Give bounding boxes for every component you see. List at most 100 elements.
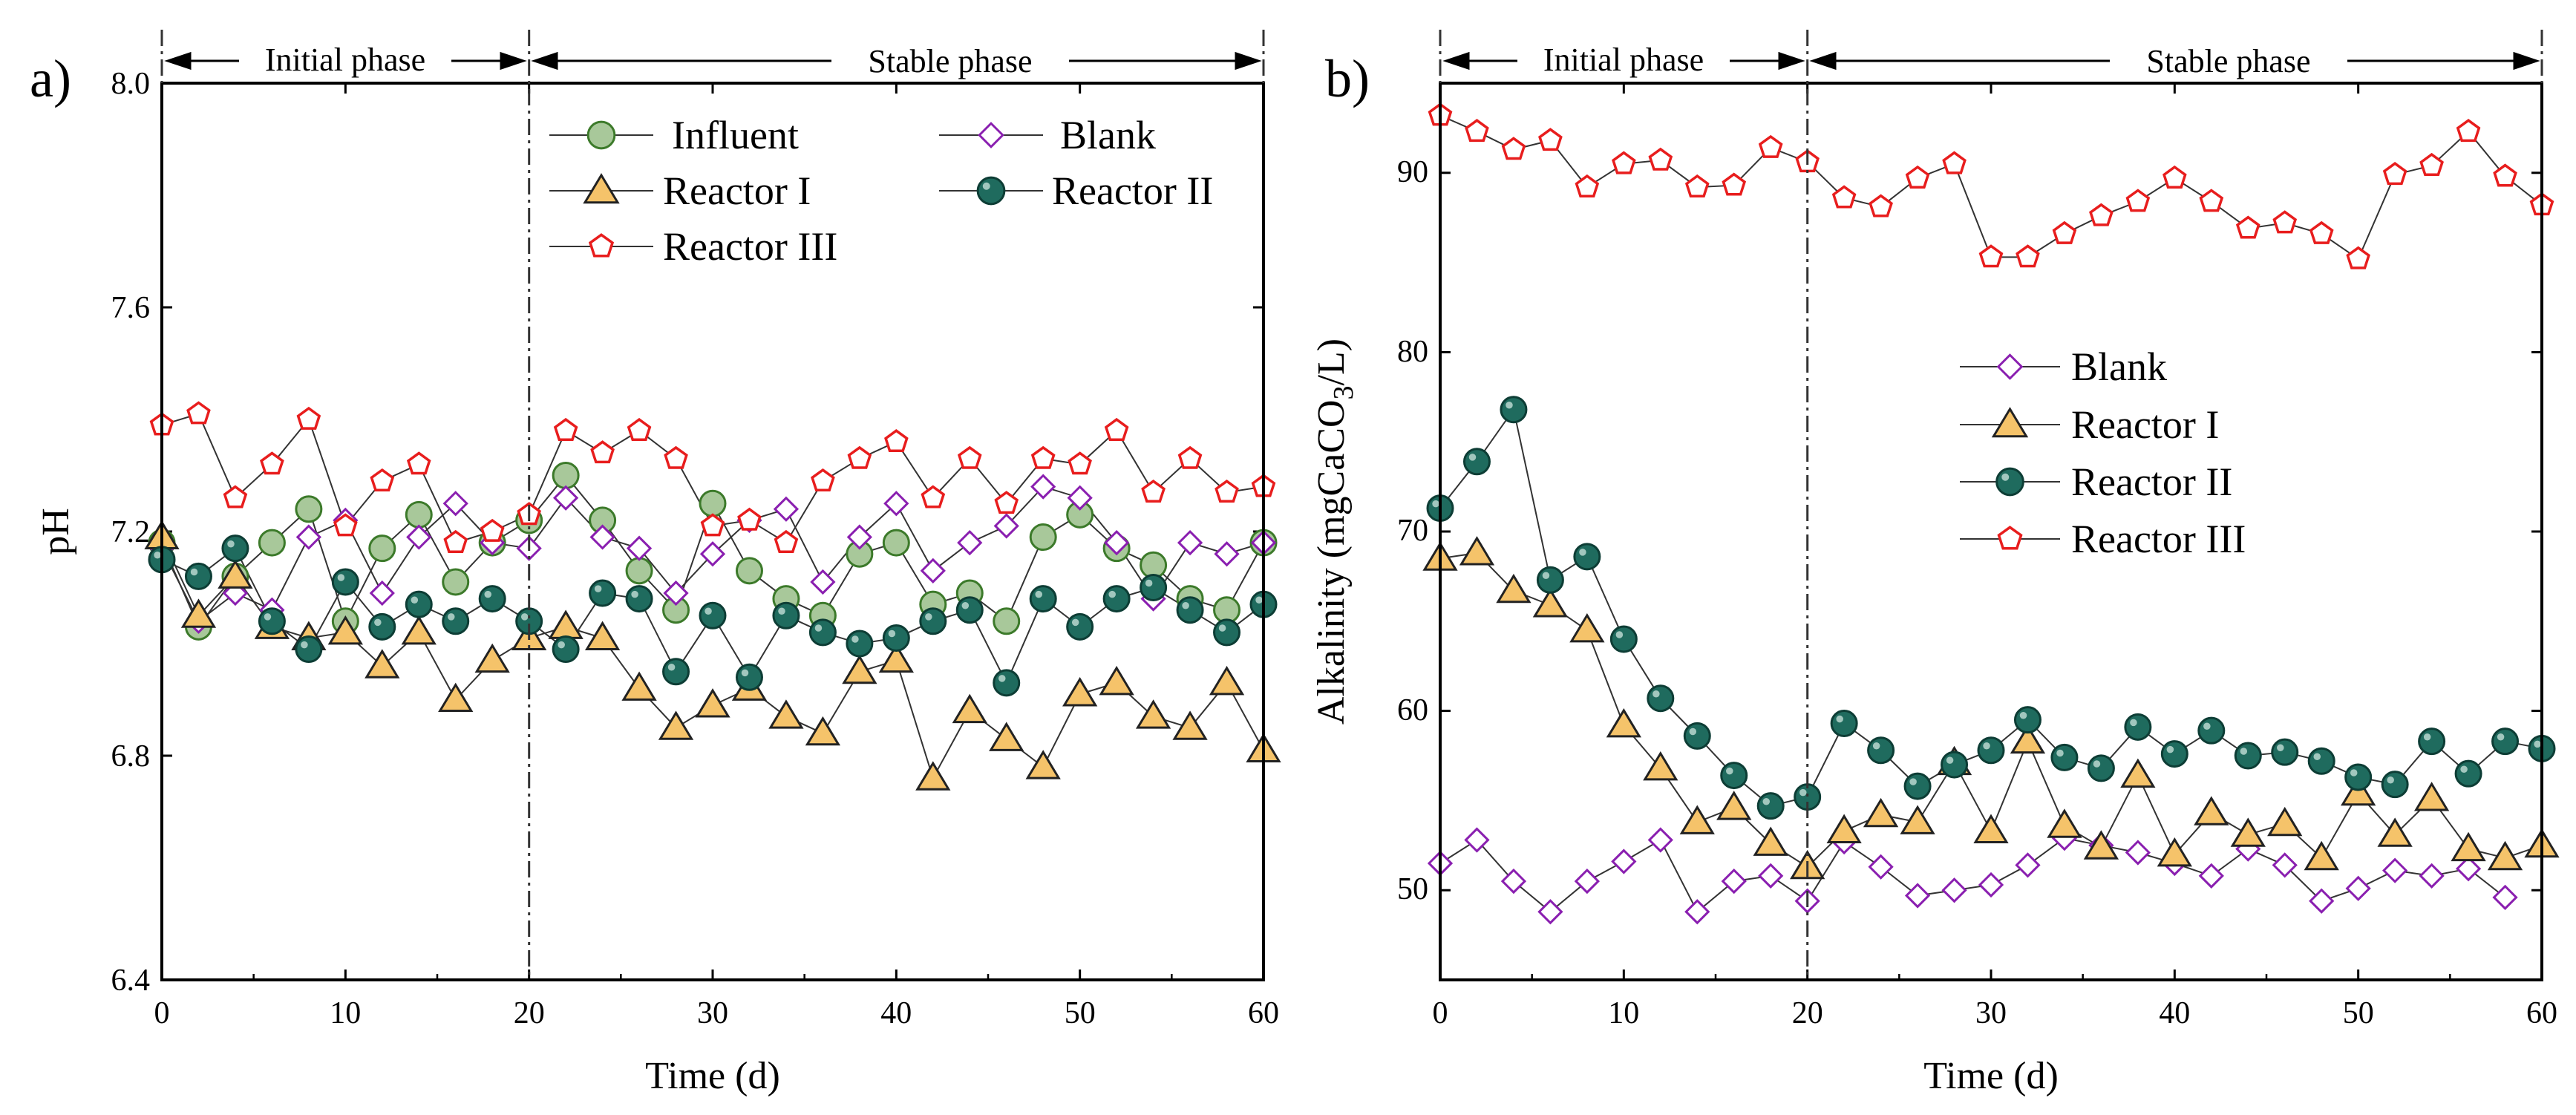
data-point-reactor2 bbox=[331, 568, 359, 596]
data-point-reactor3 bbox=[2382, 162, 2407, 186]
x-tick-label: 0 bbox=[1433, 996, 1448, 1030]
panel-a-stable-phase-arrow bbox=[531, 51, 1262, 71]
data-point-reactor2-highlight bbox=[2423, 733, 2431, 741]
data-point-blank bbox=[1500, 868, 1527, 895]
data-point-reactor2-highlight bbox=[814, 624, 823, 632]
legend-symbol-reactor-i-marker bbox=[1991, 407, 2029, 438]
data-point-reactor2-highlight bbox=[2019, 711, 2027, 719]
panel-a-frame bbox=[160, 82, 1265, 981]
x-tick-label: 60 bbox=[2526, 996, 2557, 1030]
data-point-blank bbox=[1684, 899, 1710, 925]
data-point-reactor2-highlight bbox=[484, 590, 492, 598]
data-point-influent bbox=[699, 489, 727, 517]
data-point-reactor3 bbox=[2235, 215, 2260, 239]
y-tick-label: 50 bbox=[1397, 872, 1428, 906]
data-point-reactor2-highlight bbox=[227, 540, 235, 548]
legend-label-blank: Blank bbox=[1060, 113, 1156, 157]
data-point-blank bbox=[1611, 848, 1637, 874]
data-point-influent bbox=[258, 529, 286, 557]
data-point-reactor3 bbox=[2199, 189, 2224, 212]
data-point-reactor2 bbox=[1066, 612, 1094, 641]
panel-b-y-ticks: 50 60 70 80 90 bbox=[1397, 155, 1428, 906]
data-point-reactor3 bbox=[2419, 152, 2444, 177]
x-tick-label: 20 bbox=[1792, 996, 1823, 1030]
data-point-reactor2 bbox=[2491, 727, 2520, 756]
data-point-reactor1 bbox=[2267, 806, 2303, 837]
x-tick-label: 40 bbox=[880, 996, 912, 1030]
series-line-reactor3 bbox=[1439, 114, 2543, 261]
data-point-reactor3 bbox=[296, 406, 321, 430]
data-point-reactor3 bbox=[1942, 151, 1967, 174]
panel-b-initial-phase-arrow bbox=[1442, 51, 1805, 71]
data-point-reactor3 bbox=[370, 468, 395, 491]
data-point-reactor2-highlight bbox=[2277, 744, 2284, 751]
data-point-reactor2 bbox=[2381, 771, 2409, 799]
legend-label-influent: Influent bbox=[672, 113, 799, 157]
data-point-reactor1 bbox=[1753, 826, 1788, 856]
data-point-reactor1 bbox=[401, 615, 437, 645]
data-point-reactor1 bbox=[1900, 805, 1935, 834]
data-point-blank bbox=[2455, 856, 2482, 882]
panel-a-y-ticks: 6.4 6.8 7.2 7.6 8.0 bbox=[111, 67, 151, 998]
data-point-blank bbox=[846, 524, 872, 550]
data-point-reactor3 bbox=[664, 445, 688, 469]
legend-symbol-blank-marker bbox=[978, 122, 1004, 148]
panel-a-initial-phase-label: Initial phase bbox=[265, 42, 425, 78]
legend-symbol-reactor-ii-marker bbox=[976, 176, 1006, 206]
data-point-reactor2-highlight bbox=[667, 664, 676, 671]
data-point-reactor3 bbox=[1177, 445, 1203, 469]
data-point-influent bbox=[735, 557, 763, 585]
data-point-blank bbox=[2309, 888, 2335, 914]
data-point-reactor3 bbox=[1684, 174, 1710, 198]
data-point-reactor2-highlight bbox=[1035, 590, 1043, 598]
data-point-reactor3 bbox=[553, 417, 578, 441]
data-point-reactor2-highlight bbox=[778, 607, 785, 615]
data-point-reactor3 bbox=[774, 529, 799, 553]
data-point-reactor3 bbox=[1905, 165, 1930, 189]
data-point-reactor2 bbox=[2050, 743, 2079, 771]
data-point-reactor1 bbox=[327, 615, 363, 645]
data-point-reactor2-highlight bbox=[337, 574, 345, 581]
data-point-reactor1 bbox=[1643, 751, 1678, 781]
data-point-reactor3 bbox=[627, 417, 652, 441]
data-point-influent bbox=[993, 607, 1021, 635]
data-point-blank bbox=[1537, 899, 1563, 925]
data-point-reactor3 bbox=[2089, 203, 2114, 226]
data-point-blank bbox=[553, 485, 579, 511]
data-point-reactor2 bbox=[368, 612, 396, 641]
data-point-reactor3 bbox=[1722, 172, 1747, 196]
data-point-reactor1 bbox=[1973, 814, 2009, 843]
data-point-reactor3 bbox=[1501, 137, 1526, 160]
data-point-reactor2-highlight bbox=[1762, 797, 1771, 805]
data-point-influent bbox=[405, 500, 433, 529]
data-point-reactor3 bbox=[223, 485, 248, 509]
data-point-reactor2-highlight bbox=[1071, 618, 1079, 627]
panel-a-label: a) bbox=[30, 49, 71, 108]
legend-symbol-reactor-i-marker bbox=[583, 173, 620, 204]
data-point-reactor3 bbox=[2125, 189, 2151, 212]
data-point-blank bbox=[2015, 852, 2041, 878]
data-point-reactor2 bbox=[1102, 585, 1131, 613]
data-point-reactor1 bbox=[1062, 677, 1098, 707]
data-point-reactor2-highlight bbox=[1946, 756, 1954, 764]
data-point-reactor3 bbox=[1648, 147, 1673, 171]
data-point-reactor2 bbox=[295, 635, 323, 664]
data-point-reactor2-highlight bbox=[1799, 788, 1807, 797]
data-point-reactor2 bbox=[955, 596, 984, 624]
data-point-reactor1 bbox=[2451, 831, 2486, 862]
panel-a-x-ticks: 0 10 20 30 40 50 60 bbox=[154, 996, 1280, 1030]
data-point-reactor1 bbox=[989, 722, 1024, 751]
data-point-reactor1 bbox=[1172, 710, 1208, 740]
data-point-reactor2 bbox=[1647, 684, 1675, 713]
data-point-reactor3 bbox=[2016, 244, 2040, 268]
data-point-reactor1 bbox=[1459, 536, 1495, 566]
data-point-reactor2-highlight bbox=[705, 607, 712, 615]
data-point-reactor2-highlight bbox=[631, 590, 638, 598]
data-point-reactor2-highlight bbox=[1542, 572, 1550, 580]
data-point-reactor2 bbox=[772, 601, 800, 630]
y-tick-label: 7.6 bbox=[111, 291, 151, 325]
data-point-blank bbox=[1214, 541, 1240, 567]
data-point-reactor2-highlight bbox=[2350, 769, 2358, 776]
data-point-reactor2-highlight bbox=[1653, 690, 1660, 698]
data-point-reactor1 bbox=[2413, 782, 2450, 811]
